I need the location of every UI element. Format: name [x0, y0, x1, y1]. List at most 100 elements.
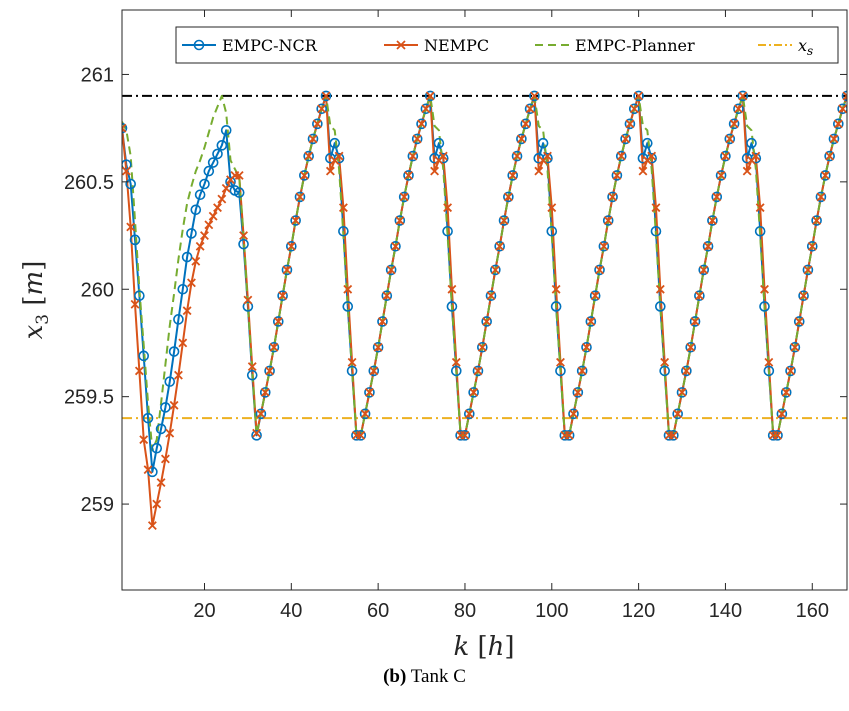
- point-nempc-stroke: [304, 151, 314, 161]
- series-markers: [122, 90, 847, 530]
- point-nempc: [256, 409, 266, 419]
- point-nempc: [490, 265, 500, 275]
- point-empc-ncr: [546, 225, 558, 237]
- point-nempc: [412, 134, 422, 144]
- point-nempc: [508, 170, 518, 180]
- y-tick-label: 260: [81, 279, 114, 301]
- point-empc-ncr: [833, 118, 844, 130]
- point-nempc-stroke: [134, 366, 144, 376]
- point-nempc-stroke: [252, 428, 262, 438]
- point-empc-ncr: [390, 240, 401, 252]
- point-nempc-stroke: [260, 387, 270, 397]
- point-nempc-stroke: [608, 192, 618, 202]
- point-nempc-stroke: [321, 91, 331, 101]
- point-empc-ncr: [464, 408, 475, 420]
- point-nempc: [564, 430, 574, 440]
- point-nempc-stroke: [247, 362, 257, 372]
- point-empc-ncr: [806, 240, 818, 252]
- point-empc-ncr: [286, 240, 297, 252]
- point-nempc: [616, 151, 626, 161]
- point-nempc: [286, 241, 296, 251]
- point-empc-ncr: [715, 170, 727, 181]
- point-nempc-stroke: [660, 357, 670, 367]
- point-nempc: [312, 119, 322, 129]
- point-empc-ncr: [659, 365, 670, 377]
- point-nempc: [430, 166, 440, 176]
- point-nempc: [655, 284, 665, 294]
- point-empc-ncr: [763, 365, 775, 377]
- point-empc-ncr: [641, 137, 653, 149]
- point-empc-ncr: [394, 215, 406, 226]
- point-nempc-stroke: [547, 203, 557, 213]
- point-nempc-stroke: [143, 465, 153, 475]
- point-nempc-stroke: [421, 104, 431, 114]
- point-empc-ncr: [381, 290, 393, 302]
- point-nempc: [647, 151, 657, 161]
- point-nempc-stroke: [794, 317, 804, 326]
- point-nempc: [803, 265, 813, 275]
- point-nempc: [729, 119, 739, 129]
- point-nempc: [551, 284, 561, 294]
- point-nempc-stroke: [395, 216, 405, 225]
- y-tick-label: 260.5: [64, 172, 114, 194]
- point-nempc: [464, 409, 474, 419]
- point-nempc: [369, 366, 379, 376]
- point-empc-ncr: [615, 150, 627, 162]
- point-nempc-stroke: [829, 134, 839, 144]
- point-nempc-stroke: [325, 166, 335, 176]
- point-nempc-stroke: [734, 104, 743, 114]
- point-nempc-stroke: [686, 342, 696, 352]
- point-nempc-stroke: [234, 170, 244, 180]
- x-tick-label: 140: [709, 600, 742, 622]
- point-empc-ncr: [338, 225, 349, 237]
- point-nempc: [473, 366, 483, 376]
- point-empc-ncr: [151, 442, 163, 454]
- point-nempc: [577, 366, 587, 376]
- point-nempc: [443, 203, 453, 213]
- point-nempc: [421, 104, 431, 114]
- point-nempc-stroke: [295, 192, 305, 202]
- point-empc-ncr: [177, 283, 189, 295]
- point-nempc-stroke: [317, 104, 327, 114]
- point-nempc: [582, 342, 591, 352]
- point-empc-ncr: [490, 264, 501, 276]
- point-nempc: [451, 357, 461, 367]
- point-nempc-stroke: [647, 151, 657, 161]
- point-empc-ncr: [342, 301, 354, 312]
- point-nempc: [343, 284, 353, 294]
- point-nempc: [690, 317, 700, 326]
- point-nempc: [334, 151, 344, 161]
- point-nempc-stroke: [338, 203, 348, 213]
- point-empc-ncr: [737, 90, 749, 102]
- point-nempc-stroke: [833, 119, 843, 129]
- point-nempc-stroke: [256, 409, 266, 419]
- point-nempc: [152, 499, 162, 509]
- point-nempc-stroke: [356, 430, 366, 440]
- axis-ticks: [122, 10, 847, 590]
- point-nempc: [573, 387, 583, 397]
- point-nempc-stroke: [742, 166, 752, 176]
- point-nempc: [174, 370, 183, 380]
- point-nempc: [599, 241, 609, 251]
- point-empc-ncr: [272, 316, 284, 327]
- point-nempc: [325, 166, 335, 176]
- point-empc-ncr: [481, 316, 492, 327]
- point-nempc: [603, 216, 613, 225]
- point-empc-ncr: [611, 170, 623, 181]
- legend-marker-empc-ncr: [193, 39, 205, 51]
- point-nempc: [773, 430, 782, 440]
- point-nempc: [447, 284, 457, 294]
- point-nempc-stroke: [291, 216, 301, 225]
- point-nempc: [755, 203, 765, 213]
- point-empc-ncr: [329, 137, 341, 149]
- point-nempc: [391, 241, 400, 251]
- point-nempc-stroke: [451, 357, 461, 367]
- x-tick-label: 20: [193, 600, 215, 622]
- point-nempc: [625, 119, 635, 129]
- reference-lines: [122, 94, 847, 420]
- point-nempc: [191, 256, 201, 266]
- point-nempc-stroke: [278, 291, 288, 301]
- point-nempc-stroke: [595, 265, 604, 275]
- x-tick-label: 120: [622, 600, 655, 622]
- point-nempc: [482, 317, 492, 326]
